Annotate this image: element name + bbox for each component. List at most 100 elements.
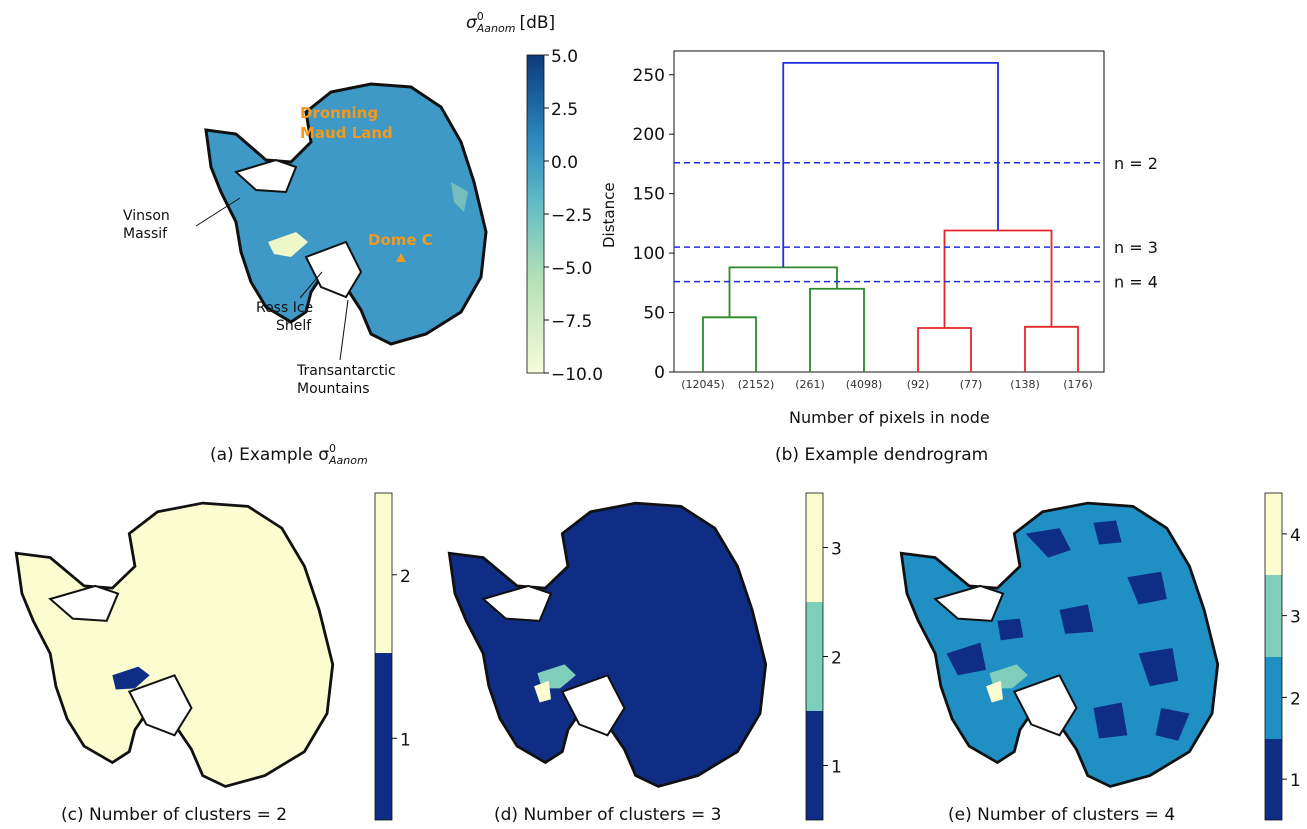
ross-pointer [299,271,323,299]
caption-e: (e) Number of clusters = 4 [948,805,1175,825]
colorbar-c-tick-label: 2 [400,567,411,587]
dendrogram-link [728,266,838,318]
dendrogram-cut-label: n = 4 [1114,273,1158,292]
cluster-1-region-c [112,666,150,690]
antarctica-shape [204,82,488,346]
colorbar-c-frame [374,492,393,821]
colorbar-c-tick-label: 1 [400,730,411,750]
dendrogram-leaf-label: (2152) [738,378,775,391]
dendrogram-ytick-label: 150 [633,185,665,205]
dendrogram-cut-label: n = 2 [1114,154,1158,173]
colorbar-d-tick-label: 2 [831,649,842,669]
colorbar-a-tick-label: −7.5 [551,312,592,332]
panel-e-map [899,501,1220,788]
colorbar-a: σ0 Aanom [dB] 5.0 2.5 0.0 −2.5 −5.0 −7.5 −10.0 [466,10,603,385]
colorbar-a-tick-label: −2.5 [551,206,592,226]
colorbar-a-title: σ0 Aanom [dB] [466,10,555,35]
dendrogram-leaf-label: (12045) [681,378,725,391]
ross-shelf-d [560,674,626,737]
cluster-1-regions-e [946,520,1190,741]
colorbar-d-tick-label: 1 [831,758,842,778]
colorbar-d-band-3 [806,493,823,602]
caption-b: (b) Example dendrogram [775,445,988,465]
dendrogram-cut-label: n = 3 [1114,238,1158,257]
peninsula-gap [234,158,298,194]
colorbar-e-band-3 [1265,575,1282,657]
dendrogram-link-root [782,61,999,268]
label-ross-2: Shelf [276,318,312,334]
dendrogram-leaf-label: (92) [907,378,930,391]
dendrogram-link [917,327,972,372]
panel-c-map [14,501,335,788]
antarctica-shape-d [447,501,768,788]
cluster-4-region-e [986,680,1003,703]
antarctica-shape-c [14,501,335,788]
label-trans-2: Mountains [297,381,370,397]
colorbar-e-band-4 [1265,493,1282,575]
colorbar-a-tick-label: 5.0 [551,47,578,67]
colorbar-d-band-2 [806,602,823,711]
dendrogram-xlabel: Number of pixels in node [789,408,990,427]
label-vinson-2: Massif [123,226,168,242]
colorbar-a-gradient [526,54,545,374]
dendrogram-panel: 0 50 100 150 200 250 n = 2 n = 3 n = 4 (12045) (… [600,50,1158,427]
label-dronning-2: Maud Land [300,124,393,142]
dendrogram-link [809,287,865,372]
dendrogram-link [702,316,757,372]
cluster-3-region-d [534,680,551,703]
ross-shelf-c [127,674,193,737]
colorbar-a-tick-label: 0.0 [551,153,578,173]
colorbar-d-tick-label: 3 [831,540,842,560]
peninsula-gap-d [481,584,553,622]
peninsula-gap-e [933,584,1005,622]
caption-a: (a) Example σ0 Aanom [210,442,368,467]
dendrogram-ytick-label: 250 [633,66,665,86]
panel-d-map [447,501,768,788]
dome-c-marker-icon [396,253,406,262]
dendrogram-ytick-label: 50 [643,304,665,324]
high-anomaly-region [268,232,308,257]
ross-ice-shelf-area [304,240,363,299]
colorbar-a-tick-label: −5.0 [551,259,592,279]
label-dronning-1: Dronning [300,104,378,122]
label-ross-1: Ross Ice [256,300,313,316]
dendrogram-leaf-label: (77) [960,378,983,391]
trans-pointer [339,299,349,361]
colorbar-e-frame [1264,492,1283,821]
panel-a-map [204,82,488,346]
dendrogram-leaf-label: (138) [1010,378,1040,391]
caption-c: (c) Number of clusters = 2 [61,805,287,825]
colorbar-c-bottom [375,653,392,820]
colorbar-d: 1 2 3 [805,492,842,821]
colorbar-a-tick-label: −10.0 [551,365,603,385]
dendrogram-ytick-label: 200 [633,125,665,145]
colorbar-e-tick-label: 4 [1290,526,1301,546]
dendrogram-frame [673,50,1105,373]
peninsula-gap-c [48,584,120,622]
dendrogram-leaf-label: (4098) [846,378,883,391]
colorbar-c-top [375,493,392,659]
dendrogram-leaf-label: (261) [795,378,825,391]
dark-anomaly-region [451,182,468,212]
colorbar-e-tick-label: 3 [1290,608,1301,628]
dendrogram-leaf-label: (176) [1063,378,1093,391]
colorbar-a-tick-label: 2.5 [551,100,578,120]
label-trans-1: Transantarctic [296,363,396,379]
colorbar-e: 1 2 3 4 [1264,492,1301,821]
dendrogram-link [1024,325,1079,372]
caption-d: (d) Number of clusters = 3 [494,805,721,825]
colorbar-d-band-1 [806,711,823,820]
colorbar-c: 12 [374,492,411,821]
label-dome-c: Dome C [368,231,433,249]
label-vinson-1: Vinson [123,208,170,224]
dendrogram-ytick-label: 100 [633,244,665,264]
vinson-pointer [195,197,241,227]
colorbar-e-band-2 [1265,657,1282,739]
colorbar-e-tick-label: 2 [1290,689,1301,709]
dendrogram-ylabel: Distance [600,182,618,248]
colorbar-e-tick-label: 1 [1290,771,1301,791]
colorbar-e-band-1 [1265,739,1282,820]
ross-shelf-e [1012,674,1078,737]
dendrogram-ytick-label: 0 [654,363,665,383]
